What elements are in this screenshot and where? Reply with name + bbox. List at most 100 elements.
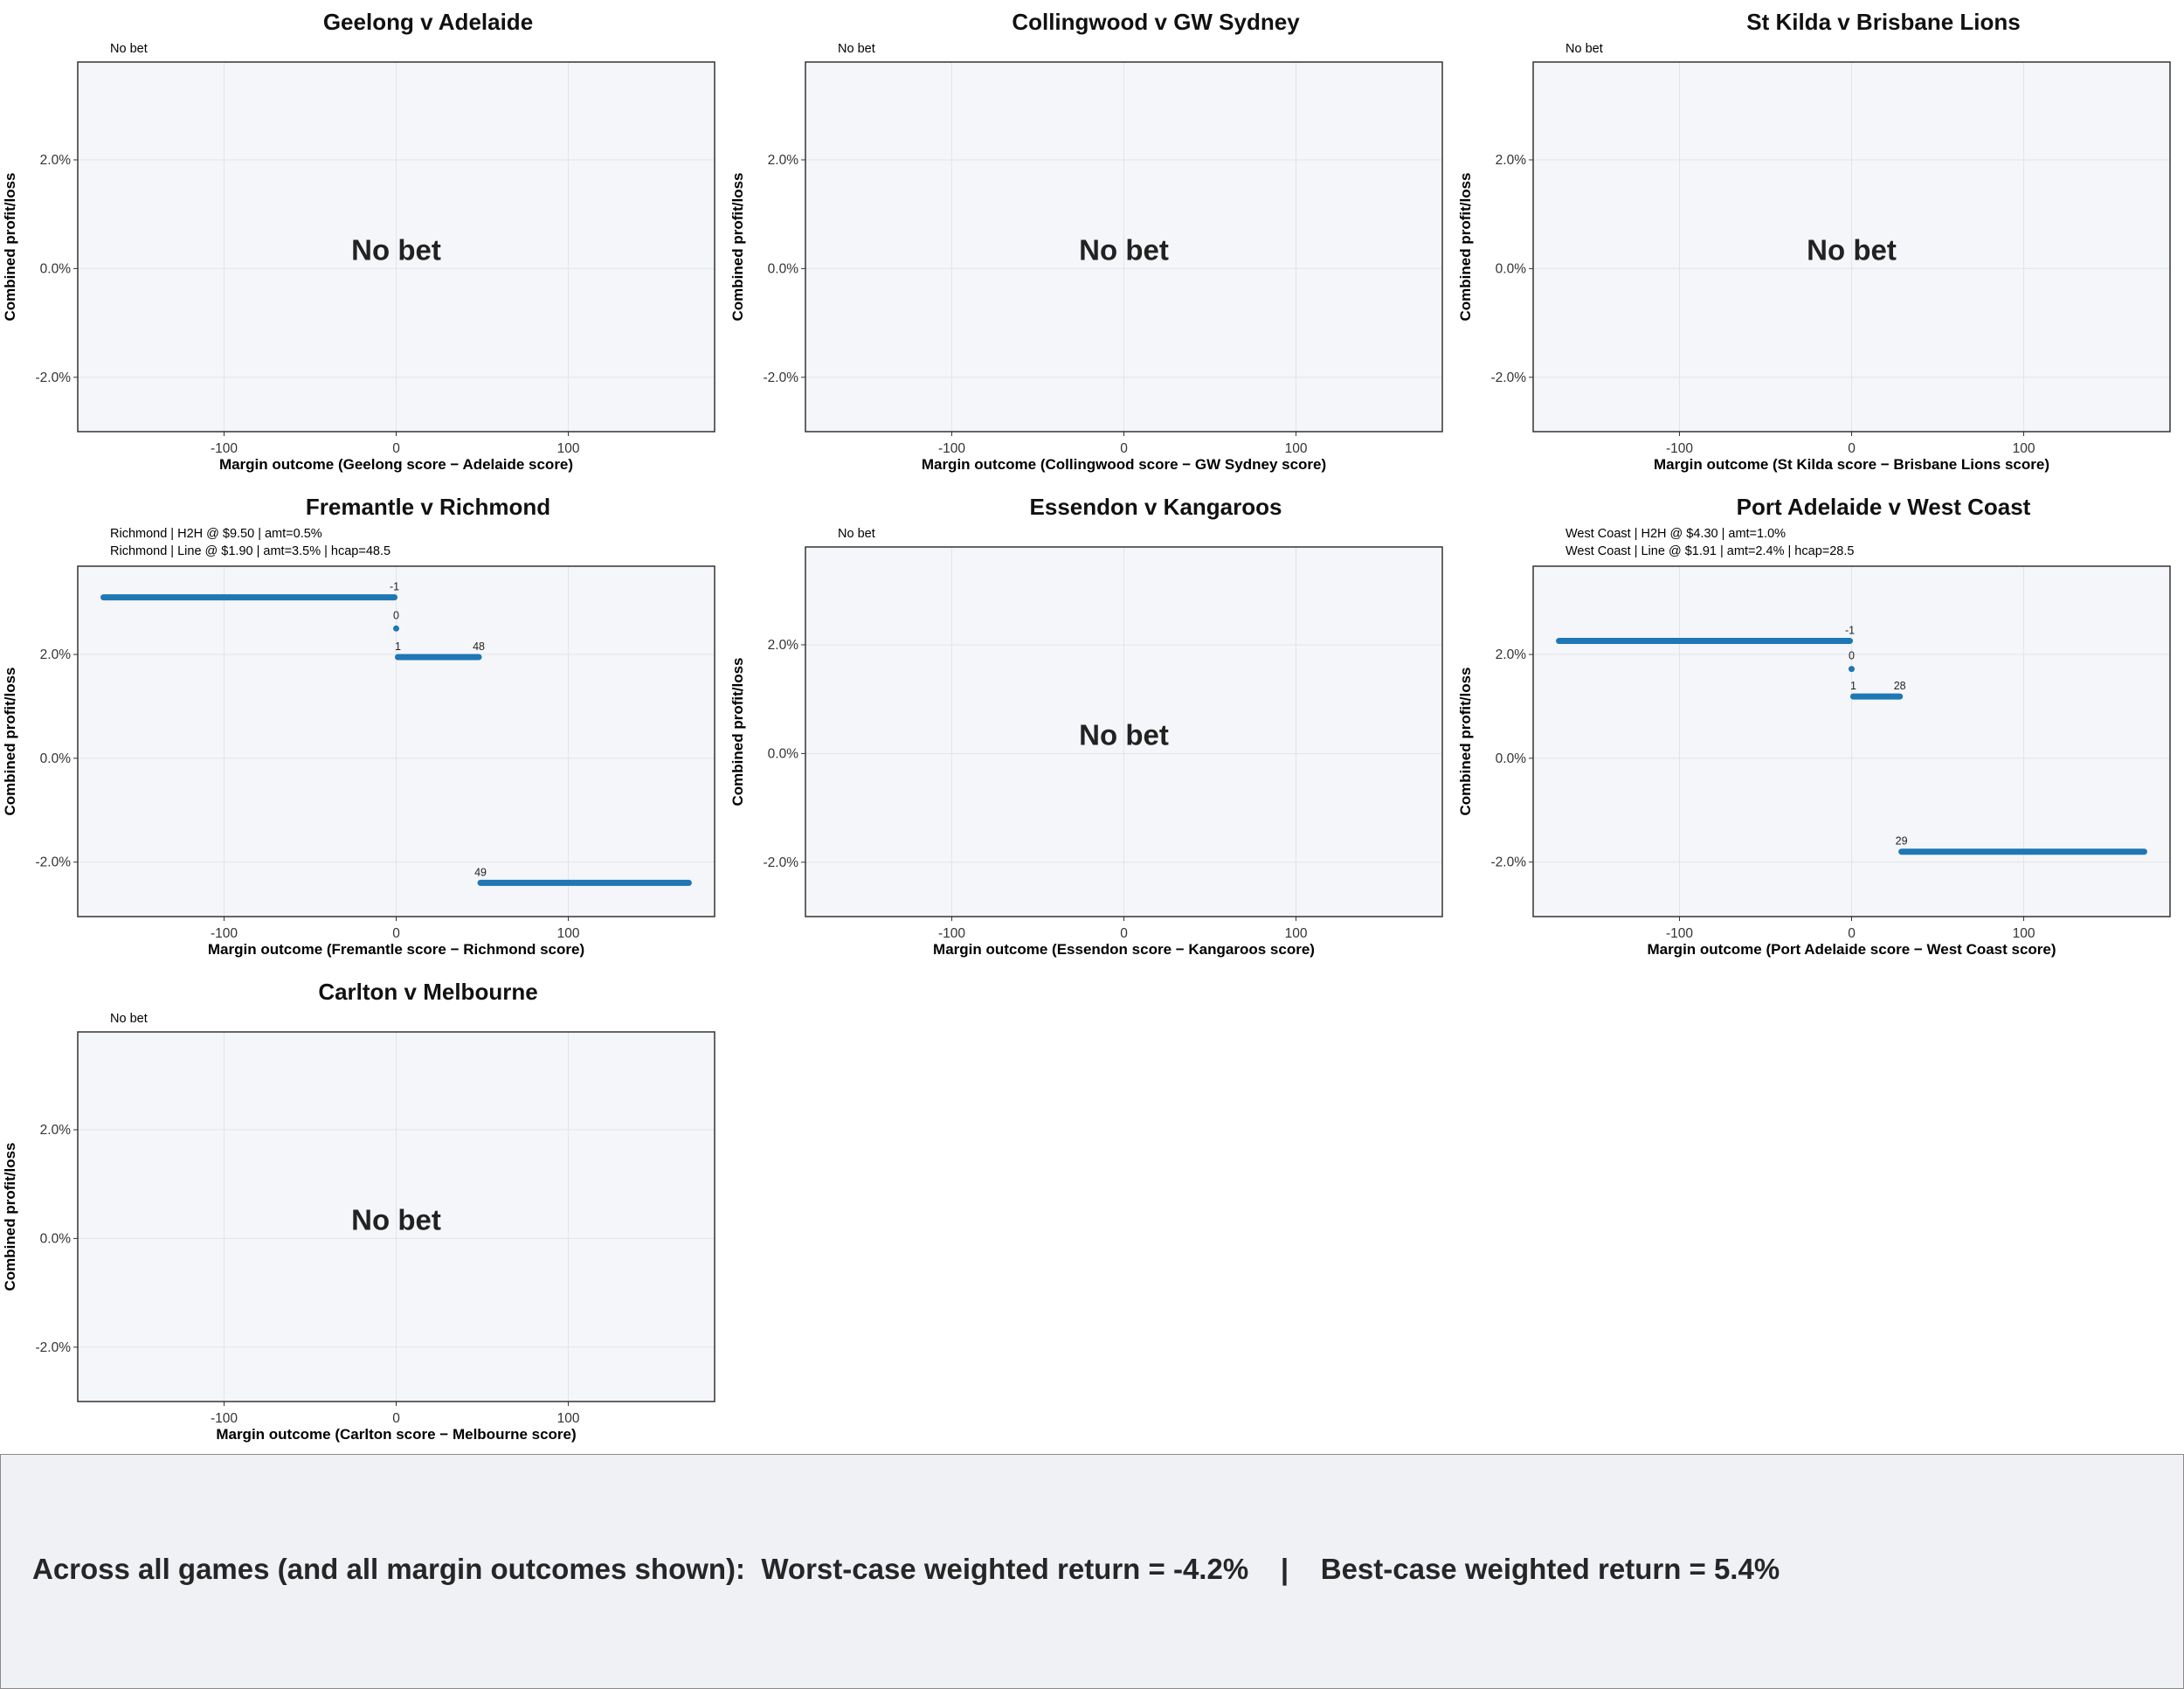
- x-tick-label: -100: [1666, 441, 1693, 456]
- data-label: 48: [473, 640, 485, 653]
- subtitle-line: Richmond | H2H @ $9.50 | amt=0.5%: [110, 527, 322, 541]
- y-tick-label: 0.0%: [40, 261, 72, 276]
- y-tick-label: 2.0%: [768, 638, 799, 653]
- x-tick-label: 100: [1285, 926, 1308, 941]
- x-tick-label: 100: [557, 926, 580, 941]
- chart-subtitle: No bet: [110, 1010, 148, 1028]
- chart-svg: -100 0 100 -2.0% 0.0% 2.0% Margin outcome (Col…: [729, 61, 1443, 473]
- y-axis-label: Combined profit/loss: [729, 173, 746, 322]
- chart-title: Port Adelaide v West Coast: [1736, 494, 2031, 520]
- y-axis-label: Combined profit/loss: [729, 658, 746, 806]
- chart-svg: -100 0 100 -2.0% 0.0% 2.0% Margin outcome (St …: [1457, 61, 2171, 473]
- chart-svg: -100 0 100 -2.0% 0.0% 2.0% Margin outcome (Car…: [2, 1031, 715, 1443]
- chart-panel: Fremantle v Richmond Richmond | H2H @ $9.…: [2, 485, 760, 970]
- y-tick-label: -2.0%: [1491, 855, 1527, 870]
- y-tick-label: -2.0%: [36, 1340, 72, 1355]
- x-tick-label: -100: [211, 926, 238, 941]
- chart-title: St Kilda v Brisbane Lions: [1746, 9, 2021, 35]
- data-label: 28: [1894, 680, 1906, 692]
- chart-subtitle: No bet: [838, 525, 875, 543]
- chart-subtitle: No bet: [838, 40, 875, 58]
- y-tick-label: -2.0%: [764, 370, 799, 385]
- chart-subtitle: No bet: [1565, 40, 1603, 58]
- x-tick-label: -100: [938, 441, 965, 456]
- chart-title: Essendon v Kangaroos: [1029, 494, 1282, 520]
- x-tick-label: -100: [211, 1411, 238, 1426]
- chart-subtitle: West Coast | H2H @ $4.30 | amt=1.0% West …: [1565, 525, 1854, 560]
- x-axis-label: Margin outcome (Essendon score − Kangaro…: [933, 941, 1315, 958]
- subtitle-line: No bet: [838, 42, 875, 56]
- data-label: -1: [390, 581, 399, 593]
- data-label: 1: [395, 640, 401, 653]
- x-tick-label: 100: [557, 441, 580, 456]
- y-tick-label: -2.0%: [764, 855, 799, 870]
- y-tick-label: 0.0%: [40, 751, 72, 766]
- subtitle-line: West Coast | H2H @ $4.30 | amt=1.0%: [1565, 527, 1787, 541]
- x-tick-label: 0: [392, 441, 400, 456]
- y-axis-label: Combined profit/loss: [2, 668, 18, 816]
- y-tick-label: 0.0%: [1496, 261, 1527, 276]
- y-tick-label: -2.0%: [36, 370, 72, 385]
- y-axis-label: Combined profit/loss: [1457, 668, 1474, 816]
- chart-title: Fremantle v Richmond: [305, 494, 551, 520]
- payoff-point: [393, 625, 399, 632]
- chart-title: Geelong v Adelaide: [322, 9, 534, 35]
- chart-svg: -100 0 100 -2.0% 0.0% 2.0% Margin outcome (Por…: [1457, 565, 2171, 958]
- summary-box: Across all games (and all margin outcome…: [0, 1454, 2184, 1689]
- no-bet-label: No bet: [1807, 234, 1897, 267]
- subtitle-line: Richmond | Line @ $1.90 | amt=3.5% | hca…: [110, 544, 391, 558]
- x-axis-label: Margin outcome (Geelong score − Adelaide…: [219, 456, 573, 473]
- y-tick-label: 0.0%: [768, 261, 799, 276]
- data-label: 1: [1850, 680, 1856, 692]
- chart-panel: Port Adelaide v West Coast West Coast | H…: [1457, 485, 2184, 970]
- x-tick-label: 100: [2013, 441, 2035, 456]
- payoff-point: [1849, 666, 1855, 673]
- no-bet-label: No bet: [1079, 234, 1169, 267]
- x-tick-label: -100: [211, 441, 238, 456]
- x-tick-label: 100: [1285, 441, 1308, 456]
- y-tick-label: 2.0%: [1496, 153, 1527, 168]
- chart-subtitle: No bet: [110, 40, 148, 58]
- x-tick-label: -100: [1666, 926, 1693, 941]
- subtitle-line: West Coast | Line @ $1.91 | amt=2.4% | h…: [1565, 544, 1855, 558]
- x-tick-label: 0: [392, 1411, 400, 1426]
- no-bet-label: No bet: [351, 234, 441, 267]
- y-tick-label: 2.0%: [768, 153, 799, 168]
- subtitle-line: No bet: [110, 1012, 148, 1026]
- data-label: -1: [1845, 625, 1855, 637]
- x-axis-label: Margin outcome (Fremantle score − Richmo…: [208, 941, 584, 958]
- x-tick-label: 100: [2013, 926, 2035, 941]
- data-label: 0: [1849, 650, 1855, 662]
- y-tick-label: 0.0%: [768, 746, 799, 761]
- y-tick-label: 2.0%: [40, 153, 72, 168]
- chart-panel: Carlton v Melbourne No bet -100 0 100 -2.0% 0.…: [2, 970, 760, 1455]
- x-axis-label: Margin outcome (Port Adelaide score − We…: [1647, 941, 2056, 958]
- chart-panel: Essendon v Kangaroos No bet -100 0 100 -2.0% 0…: [729, 485, 1488, 970]
- x-axis-label: Margin outcome (St Kilda score − Brisban…: [1654, 456, 2049, 473]
- data-label: 49: [474, 866, 487, 878]
- chart-panel: St Kilda v Brisbane Lions No bet -100 0 100-…: [1457, 0, 2184, 485]
- x-tick-label: 0: [1120, 441, 1128, 456]
- y-axis-label: Combined profit/loss: [2, 1143, 18, 1291]
- x-tick-label: 0: [1848, 926, 1856, 941]
- x-tick-label: 0: [1120, 926, 1128, 941]
- chart-svg: -100 0 100 -2.0% 0.0% 2.0% Margin outcome (Gee…: [2, 61, 715, 473]
- y-tick-label: 0.0%: [1496, 751, 1527, 766]
- y-tick-label: 2.0%: [40, 647, 72, 662]
- x-tick-label: 100: [557, 1411, 580, 1426]
- subtitle-line: No bet: [110, 42, 148, 56]
- x-axis-label: Margin outcome (Carlton score − Melbourn…: [216, 1426, 576, 1443]
- x-tick-label: 0: [1848, 441, 1856, 456]
- y-tick-label: 2.0%: [1496, 647, 1527, 662]
- chart-panel: Geelong v Adelaide No bet -100 0 100 -2.0% 0.0…: [2, 0, 760, 485]
- x-axis-label: Margin outcome (Collingwood score − GW S…: [922, 456, 1326, 473]
- y-tick-label: 0.0%: [40, 1231, 72, 1246]
- no-bet-label: No bet: [351, 1204, 441, 1236]
- chart-title: Carlton v Melbourne: [318, 979, 538, 1005]
- chart-panel: Collingwood v GW Sydney No bet -100 0 100 -2.…: [729, 0, 1488, 485]
- data-label: 0: [393, 609, 399, 621]
- chart-subtitle: Richmond | H2H @ $9.50 | amt=0.5% Richmon…: [110, 525, 390, 560]
- summary-text: Across all games (and all margin outcome…: [32, 1553, 1780, 1585]
- y-tick-label: 2.0%: [40, 1123, 72, 1138]
- chart-title: Collingwood v GW Sydney: [1012, 9, 1300, 35]
